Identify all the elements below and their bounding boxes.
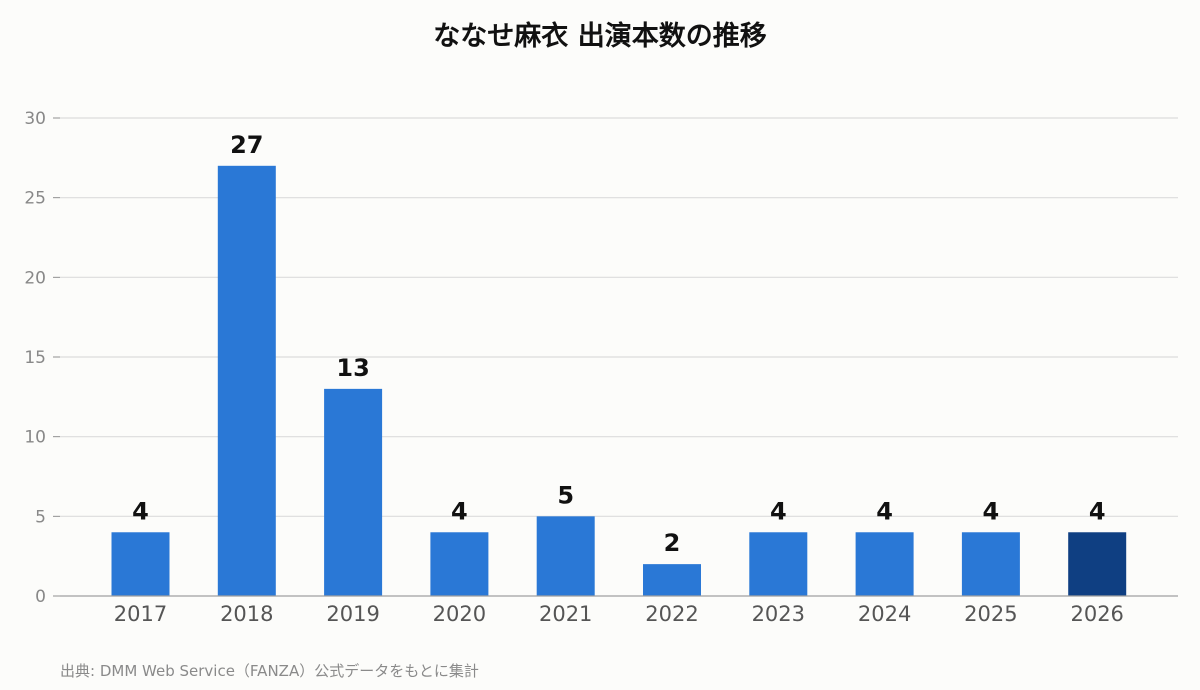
data-label: 4 — [983, 497, 1000, 525]
bar — [430, 532, 489, 596]
data-label: 27 — [230, 131, 263, 159]
bar — [111, 532, 170, 596]
x-tick-label: 2024 — [858, 602, 911, 626]
x-tick-label: 2020 — [433, 602, 486, 626]
x-tick-label: 2018 — [220, 602, 273, 626]
y-tick-label: 5 — [35, 507, 46, 527]
source-note: 出典: DMM Web Service（FANZA）公式データをもとに集計 — [60, 662, 479, 680]
bar — [855, 532, 914, 596]
x-tick-label: 2026 — [1070, 602, 1123, 626]
data-label: 4 — [451, 497, 468, 525]
data-label: 4 — [876, 497, 893, 525]
x-tick-label: 2025 — [964, 602, 1017, 626]
data-label: 5 — [557, 481, 574, 509]
data-label: 2 — [664, 529, 681, 557]
data-labels: 4 27 13 4 5 2 4 4 4 4 — [132, 131, 1105, 557]
bar — [1068, 532, 1127, 596]
bars — [111, 165, 1127, 597]
y-tick-label: 0 — [35, 587, 46, 607]
bar — [217, 165, 276, 597]
x-tick-label: 2021 — [539, 602, 592, 626]
data-label: 4 — [132, 497, 149, 525]
data-label: 13 — [336, 354, 369, 382]
bar — [961, 532, 1020, 596]
y-tick-label: 20 — [24, 268, 46, 288]
x-tick-label: 2023 — [752, 602, 805, 626]
bar — [749, 532, 808, 596]
data-label: 4 — [770, 497, 787, 525]
y-tick-label: 10 — [24, 428, 46, 448]
bar — [324, 388, 383, 596]
bar — [643, 564, 701, 596]
x-tick-label: 2022 — [645, 602, 698, 626]
data-label: 4 — [1089, 497, 1106, 525]
chart-title: ななせ麻衣 出演本数の推移 — [433, 21, 767, 52]
bar — [536, 516, 595, 596]
y-tick-label: 25 — [24, 189, 46, 209]
x-axis-ticks: 2017 2018 2019 2020 2021 2022 2023 2024 2025 2026 — [114, 602, 1124, 626]
x-tick-label: 2017 — [114, 602, 167, 626]
y-tick-label: 30 — [24, 109, 46, 129]
y-tick-label: 15 — [24, 348, 46, 368]
y-axis-ticks: 0 5 10 15 20 25 30 — [24, 109, 60, 607]
x-tick-label: 2019 — [326, 602, 379, 626]
